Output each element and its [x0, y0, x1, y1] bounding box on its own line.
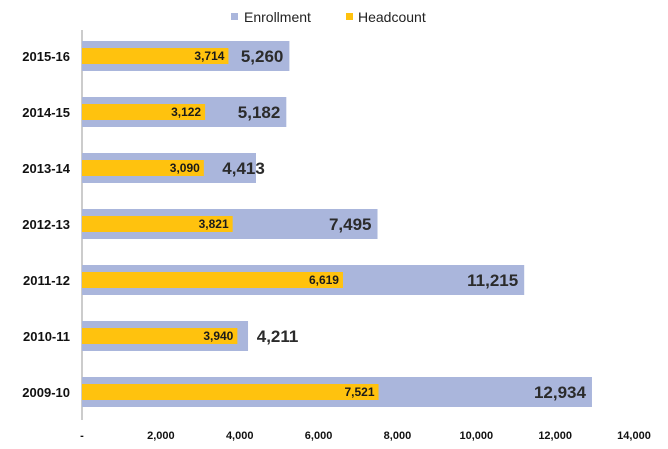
category-label: 2015-16: [22, 49, 70, 64]
legend-swatch-headcount: [346, 13, 353, 20]
x-tick-label: 4,000: [226, 430, 254, 442]
x-tick-label: 12,000: [538, 430, 572, 442]
category-label: 2011-12: [23, 273, 70, 288]
category-label: 2012-13: [22, 217, 70, 232]
headcount-bar: [82, 328, 238, 344]
headcount-bar: [82, 384, 379, 400]
bar-row-2015-16: 2015-16 3,714 5,260: [22, 41, 290, 71]
enrollment-value-label: 11,215: [467, 271, 518, 290]
x-tick-label: -: [80, 430, 84, 442]
enrollment-value-label: 7,495: [329, 215, 372, 234]
category-label: 2014-15: [22, 105, 70, 120]
headcount-bar: [82, 48, 229, 64]
bar-row-2010-11: 2010-11 3,940 4,211: [23, 321, 298, 351]
bar-row-2014-15: 2014-15 3,122 5,182: [22, 97, 287, 127]
x-tick-label: 2,000: [147, 430, 175, 442]
bar-row-2011-12: 2011-12 6,619 11,215: [23, 265, 525, 295]
x-tick-label: 6,000: [305, 430, 333, 442]
headcount-value-label: 7,521: [345, 385, 375, 399]
legend: Enrollment Headcount: [231, 9, 426, 25]
enrollment-value-label: 5,260: [241, 47, 284, 66]
bar-row-2009-10: 2009-10 7,521 12,934: [22, 377, 592, 407]
enrollment-value-label: 5,182: [238, 103, 281, 122]
category-label: 2013-14: [22, 161, 70, 176]
headcount-bar: [82, 216, 233, 232]
headcount-bar: [82, 104, 206, 120]
enrollment-value-label: 4,211: [257, 327, 299, 346]
category-label: 2010-11: [23, 329, 70, 344]
headcount-bar: [82, 160, 204, 176]
headcount-value-label: 6,619: [309, 273, 339, 287]
enrollment-value-label: 4,413: [222, 159, 265, 178]
x-axis-ticks: - 2,000 4,000 6,000 8,000 10,000 12,000 14,000: [80, 430, 651, 442]
category-label: 2009-10: [22, 385, 70, 400]
bar-row-2013-14: 2013-14 3,090 4,413: [22, 153, 265, 183]
bar-row-2012-13: 2012-13 3,821 7,495: [22, 209, 378, 239]
headcount-value-label: 3,714: [194, 49, 224, 63]
headcount-value-label: 3,122: [171, 105, 201, 119]
headcount-value-label: 3,940: [203, 329, 233, 343]
x-tick-label: 14,000: [617, 430, 651, 442]
legend-swatch-enrollment: [231, 13, 238, 20]
x-tick-label: 10,000: [459, 430, 493, 442]
enrollment-value-label: 12,934: [534, 383, 587, 402]
legend-label-enrollment: Enrollment: [244, 9, 311, 25]
headcount-value-label: 3,821: [199, 217, 229, 231]
headcount-value-label: 3,090: [170, 161, 200, 175]
x-tick-label: 8,000: [384, 430, 412, 442]
bars-group: 2015-16 3,714 5,260 2014-15 3,122 5,182 2013-1…: [22, 41, 592, 407]
legend-label-headcount: Headcount: [358, 9, 426, 25]
headcount-bar: [82, 272, 343, 288]
